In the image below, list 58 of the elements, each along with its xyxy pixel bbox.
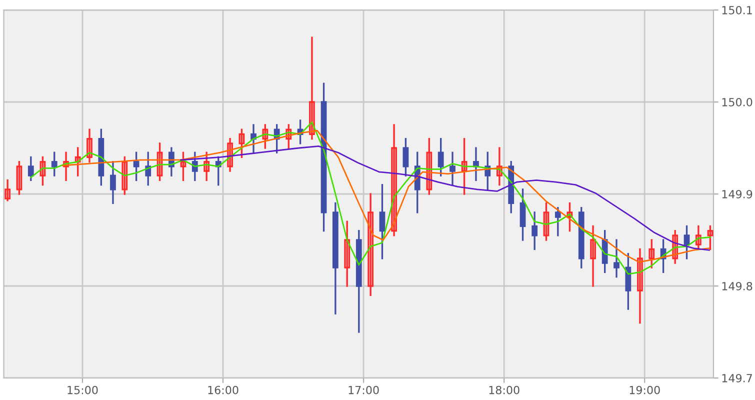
candlestick	[133, 152, 140, 182]
x-tick-label: 19:00	[630, 386, 660, 394]
candlestick	[554, 206, 561, 236]
candlestick	[204, 152, 210, 182]
candlestick	[402, 138, 409, 176]
candlestick	[566, 202, 573, 232]
candlestick	[637, 248, 643, 324]
candlestick	[520, 188, 526, 241]
candlestick	[4, 179, 11, 202]
candlestick	[238, 128, 245, 158]
candlestick	[496, 147, 502, 186]
candlestick	[684, 225, 690, 260]
candlestick	[28, 156, 34, 182]
candlestick	[156, 142, 163, 182]
candlestick	[625, 252, 632, 310]
candlestick	[648, 239, 655, 268]
candlestick	[450, 152, 456, 186]
candlestick	[286, 124, 292, 149]
y-tick-label: 150.1	[722, 6, 752, 14]
y-tick-label: 149.7	[722, 374, 752, 382]
candlestick	[86, 128, 92, 163]
candlestick	[379, 184, 386, 260]
candlestick	[426, 138, 432, 195]
x-tick-label: 15:00	[68, 386, 98, 394]
y-tick-label: 150.0	[722, 98, 752, 106]
candlestick	[122, 156, 128, 195]
y-tick-label: 149.9	[722, 190, 752, 198]
candlestick	[63, 152, 69, 182]
candlestick	[602, 230, 608, 274]
candlestick	[532, 212, 538, 250]
candlestick	[695, 225, 702, 250]
y-tick-label: 149.8	[722, 282, 752, 290]
candlestick	[391, 124, 397, 236]
candlestick	[344, 220, 350, 287]
candlestick	[438, 138, 444, 176]
candlestick	[192, 152, 198, 182]
candlestick	[368, 193, 374, 296]
candlestick	[543, 202, 550, 241]
candlestick	[461, 138, 468, 195]
candlestick	[227, 138, 233, 172]
candlestick	[707, 225, 714, 250]
candlestick	[110, 160, 116, 204]
candlestick	[180, 152, 186, 182]
candlestick	[16, 160, 22, 195]
x-tick-label: 17:00	[348, 386, 379, 394]
candlestick	[309, 36, 315, 140]
candlestick	[672, 230, 678, 264]
candlestick	[145, 152, 152, 186]
candlestick	[614, 239, 620, 278]
x-tick-label: 16:00	[208, 386, 238, 394]
candlestick	[590, 225, 596, 287]
candlestick	[262, 124, 268, 149]
candlestick	[51, 152, 58, 176]
line-series	[62, 130, 710, 263]
candlestick	[40, 156, 46, 186]
line-series	[180, 145, 710, 251]
candlestick	[74, 147, 81, 176]
x-tick-label: 18:00	[489, 386, 520, 394]
